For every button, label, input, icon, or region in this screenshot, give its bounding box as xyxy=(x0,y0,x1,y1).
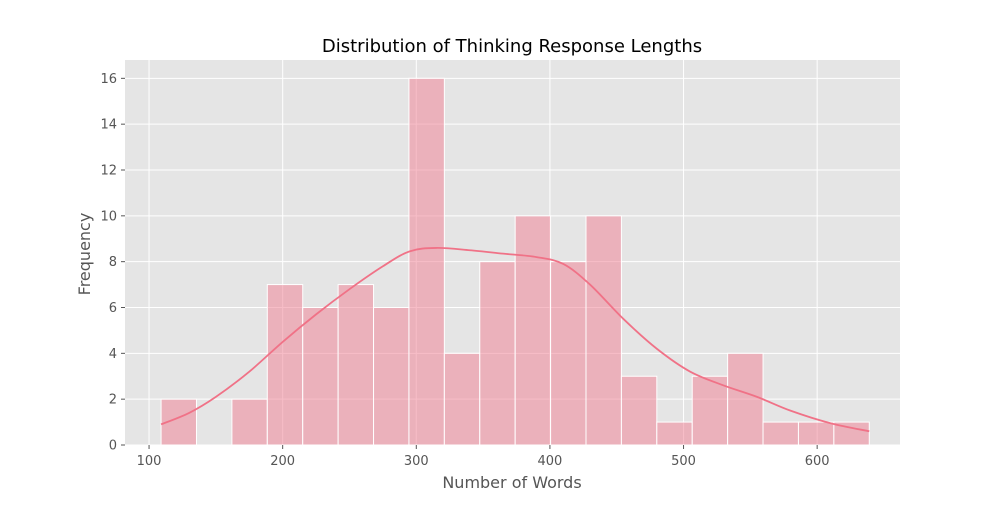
histogram-bar xyxy=(443,352,481,446)
histogram-bar xyxy=(691,375,729,446)
y-tick-label: 16 xyxy=(100,72,117,87)
histogram-bar xyxy=(727,352,764,446)
x-tick-label: 600 xyxy=(805,454,830,469)
histogram-bar xyxy=(762,421,799,446)
y-tick-label: 12 xyxy=(100,164,117,179)
histogram-bar xyxy=(656,421,693,446)
x-tick-label: 100 xyxy=(137,454,162,469)
y-tick-label: 4 xyxy=(109,347,117,362)
histogram-bar xyxy=(585,215,622,446)
chart-title: Distribution of Thinking Response Length… xyxy=(322,36,702,57)
histogram-bar xyxy=(514,215,552,446)
histogram-bar xyxy=(160,398,197,446)
histogram-bar xyxy=(373,307,410,446)
histogram-bar xyxy=(797,421,835,446)
y-tick-label: 10 xyxy=(100,209,117,224)
x-tick-label: 200 xyxy=(270,454,295,469)
x-tick-label: 300 xyxy=(404,454,429,469)
histogram-bar xyxy=(479,261,516,446)
y-tick-label: 8 xyxy=(109,255,117,270)
x-tick-label: 500 xyxy=(671,454,696,469)
histogram-bar xyxy=(620,375,658,446)
y-axis-ticks: 0 2 4 6 8 10 12 14 16 xyxy=(100,72,125,454)
histogram-bar xyxy=(266,284,304,446)
histogram-bar xyxy=(833,421,870,446)
histogram-bar xyxy=(231,398,268,446)
x-axis-ticks: 100 200 300 400 500 600 xyxy=(137,445,830,469)
histogram-bars xyxy=(160,77,870,446)
histogram-bar xyxy=(302,307,339,446)
histogram-bar xyxy=(550,261,587,446)
histogram-bar xyxy=(408,77,445,446)
kde-curve xyxy=(160,247,870,433)
y-tick-label: 6 xyxy=(109,301,117,316)
y-axis-label: Frequency xyxy=(75,213,94,296)
y-tick-label: 14 xyxy=(100,118,117,133)
y-tick-label: 2 xyxy=(109,393,117,408)
x-tick-label: 400 xyxy=(537,454,562,469)
y-tick-label: 0 xyxy=(109,439,117,454)
x-axis-label: Number of Words xyxy=(442,473,581,492)
histogram-bar xyxy=(337,284,375,446)
